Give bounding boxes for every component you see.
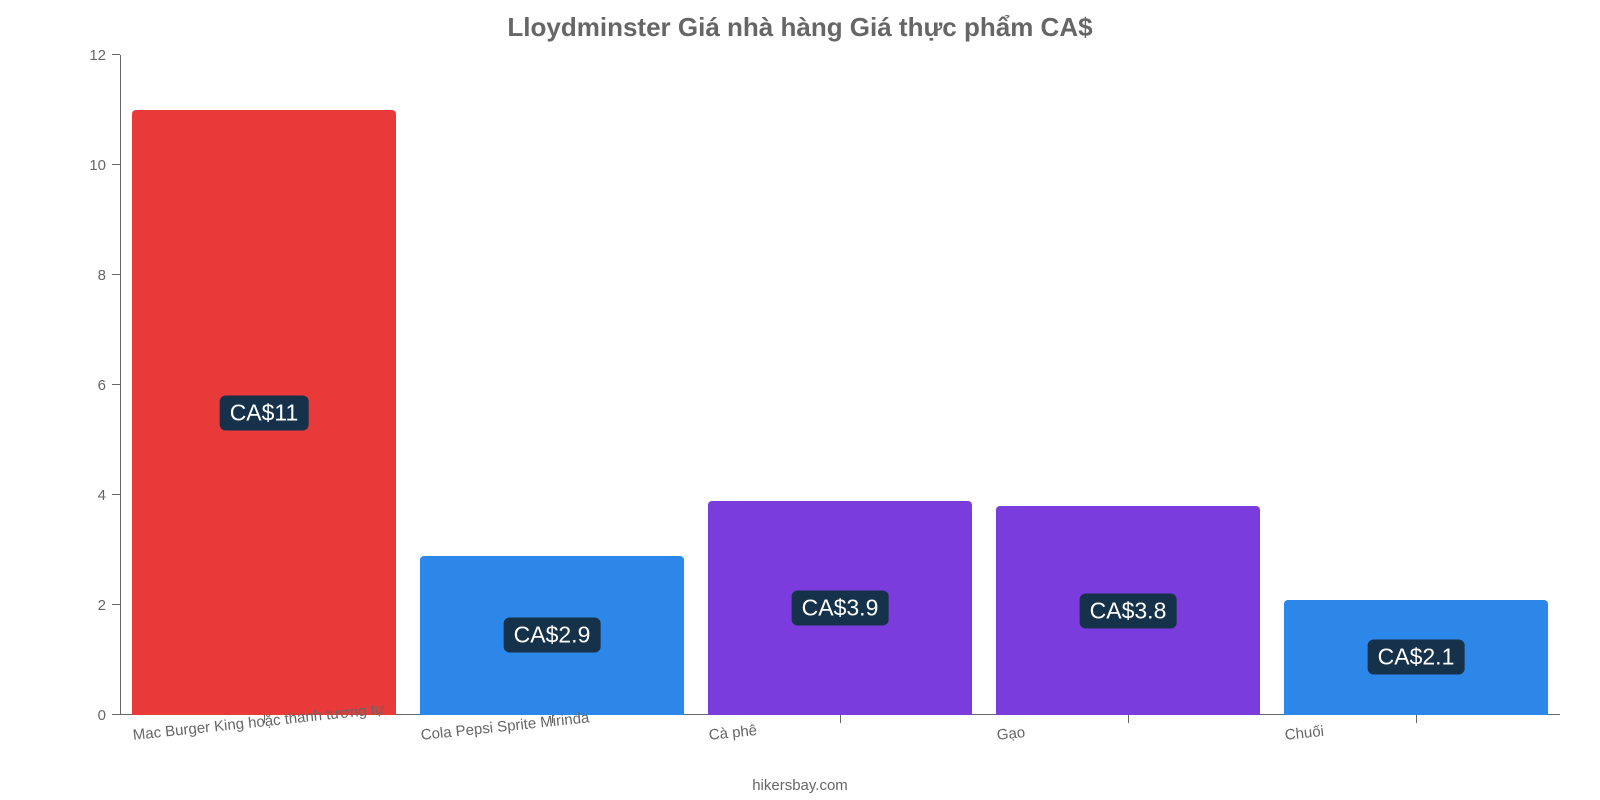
y-axis [120, 55, 121, 715]
y-tick-mark [112, 274, 120, 275]
plot-area: 024681012CA$11Mac Burger King hoặc thanh… [120, 55, 1560, 715]
y-tick-label: 8 [98, 267, 106, 284]
y-tick-label: 10 [89, 157, 106, 174]
value-badge: CA$11 [220, 395, 309, 430]
bar-chart: Lloydminster Giá nhà hàng Giá thực phẩm … [0, 0, 1600, 800]
chart-footer: hikersbay.com [0, 777, 1600, 794]
y-tick-mark [112, 494, 120, 495]
y-tick-mark [112, 714, 120, 715]
chart-title: Lloydminster Giá nhà hàng Giá thực phẩm … [0, 12, 1600, 43]
value-badge: CA$2.9 [504, 618, 601, 653]
y-tick-label: 12 [89, 47, 106, 64]
y-tick-label: 6 [98, 377, 106, 394]
value-badge: CA$3.8 [1080, 593, 1177, 628]
x-category-label: Gạo [996, 724, 1026, 744]
x-category-label: Chuối [1284, 723, 1325, 744]
x-tick-mark [1128, 715, 1129, 723]
x-tick-mark [840, 715, 841, 723]
x-category-label: Cà phê [708, 722, 758, 744]
y-tick-label: 0 [98, 707, 106, 724]
y-tick-mark [112, 164, 120, 165]
y-tick-mark [112, 54, 120, 55]
value-badge: CA$2.1 [1368, 640, 1465, 675]
y-tick-mark [112, 384, 120, 385]
value-badge: CA$3.9 [792, 590, 889, 625]
y-tick-mark [112, 604, 120, 605]
y-tick-label: 2 [98, 597, 106, 614]
y-tick-label: 4 [98, 487, 106, 504]
x-tick-mark [1416, 715, 1417, 723]
